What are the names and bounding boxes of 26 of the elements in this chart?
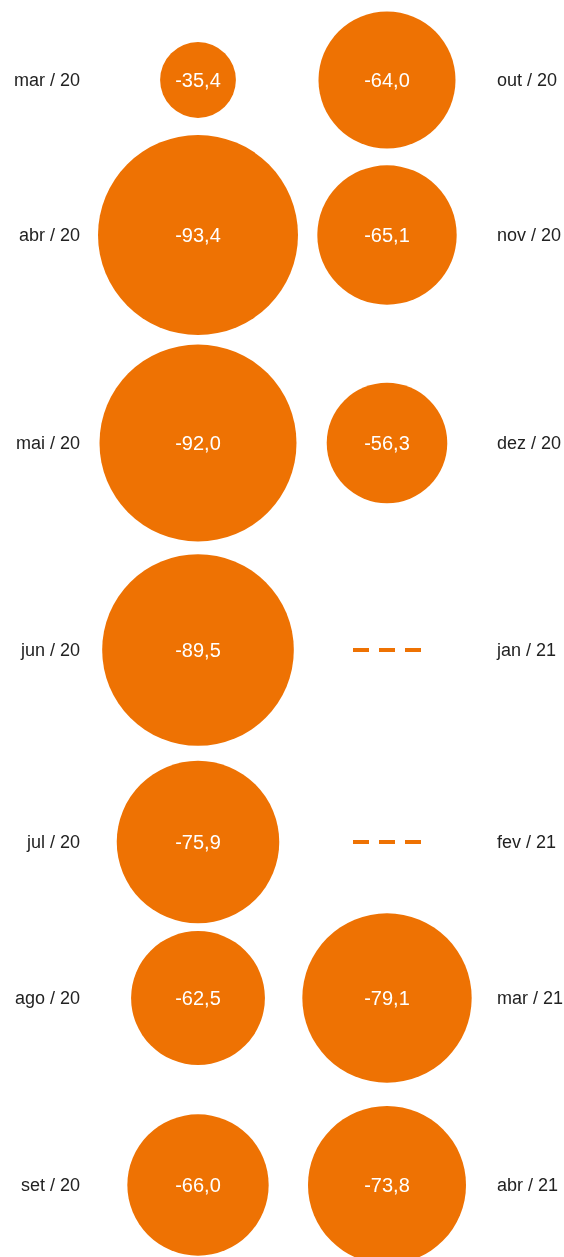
- data-label: -64,0: [364, 69, 410, 91]
- category-label: dez / 20: [497, 433, 562, 454]
- category-label: abr / 21: [497, 1175, 559, 1196]
- category-label: mai / 20: [15, 433, 80, 454]
- category-label: ago / 20: [14, 988, 80, 1009]
- category-label: mar / 20: [13, 70, 80, 91]
- data-label: -35,4: [175, 69, 221, 91]
- data-label: -65,1: [364, 224, 410, 246]
- category-label: jul / 20: [25, 832, 80, 853]
- category-label: set / 20: [20, 1175, 80, 1196]
- category-label: fev / 21: [497, 832, 557, 853]
- data-label: -92,0: [175, 432, 221, 454]
- data-label: -73,8: [364, 1174, 410, 1196]
- category-label: jan / 21: [496, 640, 557, 661]
- category-label: jun / 20: [19, 640, 80, 661]
- data-label: -75,9: [175, 831, 221, 853]
- data-label: -79,1: [364, 987, 410, 1009]
- data-label: -89,5: [175, 639, 221, 661]
- data-label: -62,5: [175, 987, 221, 1009]
- data-label: -93,4: [175, 224, 221, 246]
- category-label: mar / 21: [497, 988, 564, 1009]
- category-label: nov / 20: [497, 225, 562, 246]
- data-label: -56,3: [364, 432, 410, 454]
- category-label: abr / 20: [18, 225, 80, 246]
- category-label: out / 20: [497, 70, 558, 91]
- data-label: -66,0: [175, 1174, 221, 1196]
